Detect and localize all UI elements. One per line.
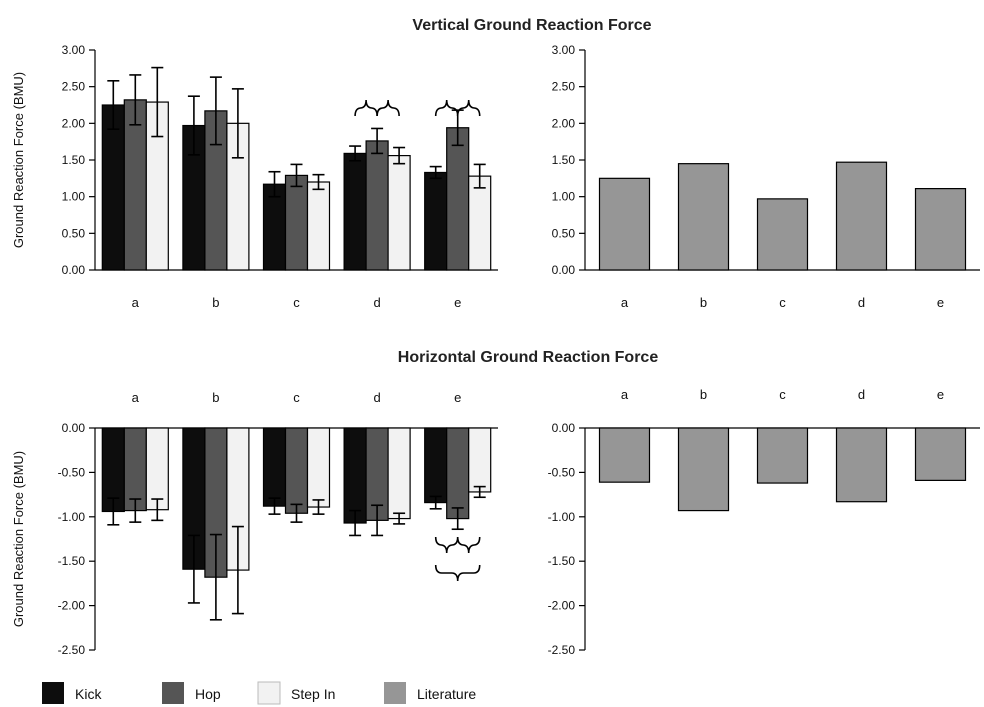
- bar-kick: [424, 171, 448, 271]
- category-label: e: [454, 295, 461, 310]
- y-tick-label: 1.00: [552, 190, 576, 204]
- bar-hop: [365, 140, 389, 271]
- category-label: e: [454, 390, 461, 405]
- y-tick-label: -0.50: [548, 465, 576, 479]
- significance-brace: [434, 536, 459, 554]
- bar-step-in: [468, 427, 492, 493]
- y-tick-label: -2.00: [58, 599, 86, 613]
- bar-kick: [343, 427, 367, 524]
- legend-swatch-hop: [162, 682, 184, 704]
- y-tick-label: 3.00: [552, 43, 576, 57]
- bar-kick: [424, 427, 448, 504]
- bar-literature: [598, 177, 651, 271]
- y-tick-label: -2.50: [58, 643, 86, 657]
- legend-swatch-step-in: [257, 681, 281, 705]
- y-tick-label: 0.00: [552, 263, 576, 277]
- y-tick-label: 0.50: [62, 226, 86, 240]
- bar-step-in: [306, 181, 331, 271]
- horizontal-title: Horizontal Ground Reaction Force: [398, 349, 659, 366]
- bar-hop: [123, 427, 147, 512]
- significance-brace: [434, 99, 459, 117]
- significance-brace: [456, 99, 481, 117]
- y-tick-label: 2.50: [552, 80, 576, 94]
- horizontal-experimental-panel: 0.00 -0.50 -1.00 -1.50 -2.00 -2.50 Ground Reac…: [11, 390, 498, 657]
- category-label: c: [293, 295, 300, 310]
- y-tick-label: 2.50: [62, 80, 86, 94]
- y-tick-label: 2.00: [62, 116, 86, 130]
- category-label: c: [779, 387, 786, 402]
- legend-label: Kick: [75, 686, 102, 702]
- vertical-literature-panel: 0.00 0.50 1.00 1.50 2.00 2.50 3.00 a b c d e: [552, 43, 980, 310]
- y-tick-label: 3.00: [62, 43, 86, 57]
- legend-label: Hop: [195, 686, 221, 702]
- bar-step-in: [387, 155, 411, 271]
- bar-literature: [677, 163, 730, 271]
- bar-literature: [756, 198, 809, 271]
- horizontal-literature-panel: 0.00 -0.50 -1.00 -1.50 -2.00 -2.50 a b c d e: [548, 387, 980, 657]
- y-tick-label: 0.00: [62, 421, 86, 435]
- category-label: d: [373, 390, 380, 405]
- bar-literature: [756, 427, 809, 484]
- bar-hop: [284, 174, 309, 271]
- category-label: c: [293, 390, 300, 405]
- legend-swatch-kick: [42, 682, 64, 704]
- bar-kick: [262, 427, 287, 507]
- legend-label: Step In: [291, 686, 335, 702]
- y-tick-label: 0.50: [552, 226, 576, 240]
- y-axis-title: Ground Reaction Force (BMU): [11, 451, 26, 627]
- category-label: a: [621, 295, 629, 310]
- y-tick-label: -0.50: [58, 465, 86, 479]
- bar-kick: [343, 152, 367, 271]
- bar-hop: [284, 427, 309, 514]
- category-label: e: [937, 295, 944, 310]
- bar-literature: [677, 427, 730, 512]
- y-tick-label: 0.00: [552, 421, 576, 435]
- bar-step-in: [145, 427, 169, 511]
- category-label: c: [779, 295, 786, 310]
- category-label: b: [212, 295, 219, 310]
- y-tick-label: -1.00: [548, 510, 576, 524]
- legend: Kick Hop Step In Literature: [42, 681, 476, 705]
- category-label: b: [700, 387, 707, 402]
- vertical-title: Vertical Ground Reaction Force: [412, 17, 651, 34]
- bar-step-in: [468, 175, 492, 271]
- category-label: d: [858, 295, 865, 310]
- category-label: b: [212, 390, 219, 405]
- category-label: a: [621, 387, 629, 402]
- y-tick-label: 0.00: [62, 263, 86, 277]
- bar-hop: [446, 427, 470, 520]
- legend-label: Literature: [417, 686, 476, 702]
- y-tick-label: -1.00: [58, 510, 86, 524]
- legend-swatch-literature: [384, 682, 406, 704]
- category-label: a: [132, 390, 140, 405]
- y-tick-label: -2.50: [548, 643, 576, 657]
- bar-hop: [446, 127, 470, 271]
- category-label: b: [700, 295, 707, 310]
- significance-brace: [434, 564, 481, 582]
- y-tick-label: 1.50: [552, 153, 576, 167]
- bar-literature: [835, 161, 888, 271]
- bar-literature: [598, 427, 651, 483]
- bar-step-in: [306, 427, 331, 508]
- y-tick-label: 2.00: [552, 116, 576, 130]
- y-tick-label: 1.50: [62, 153, 86, 167]
- category-label: d: [858, 387, 865, 402]
- category-label: a: [132, 295, 140, 310]
- bar-step-in: [387, 427, 411, 520]
- y-tick-label: 1.00: [62, 190, 86, 204]
- y-tick-label: -2.00: [548, 599, 576, 613]
- category-label: d: [373, 295, 380, 310]
- category-label: e: [937, 387, 944, 402]
- vertical-experimental-panel: 0.00 0.50 1.00 1.50 2.00 2.50 3.00 Ground React…: [11, 43, 498, 310]
- significance-brace: [354, 99, 378, 117]
- y-tick-label: -1.50: [548, 554, 576, 568]
- y-tick-label: -1.50: [58, 554, 86, 568]
- significance-brace: [456, 536, 481, 554]
- bar-literature: [914, 188, 967, 271]
- significance-brace: [376, 99, 400, 117]
- y-axis-title: Ground Reaction Force (BMU): [11, 72, 26, 248]
- bar-literature: [835, 427, 888, 503]
- bar-literature: [914, 427, 967, 481]
